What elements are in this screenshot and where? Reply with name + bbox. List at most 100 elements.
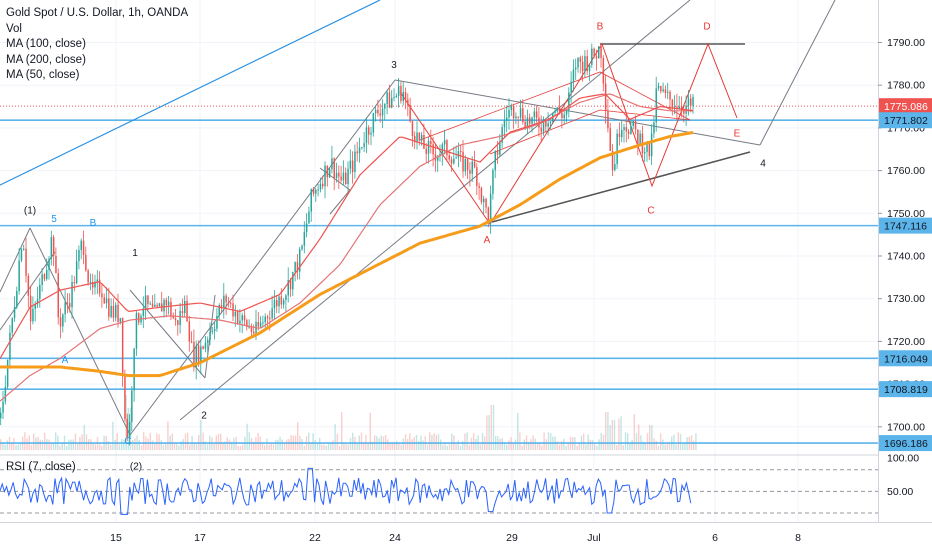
- volume-bar: [616, 445, 618, 450]
- price-label-text: 1771.802: [884, 115, 928, 127]
- candle-body: [282, 300, 285, 305]
- candle-body: [20, 249, 23, 261]
- candle-body: [41, 274, 43, 286]
- price-tick-label: 1740.00: [887, 251, 925, 263]
- wave-zigzag-red: [399, 42, 738, 225]
- wave-label: (1): [24, 205, 36, 216]
- candle-body: [62, 314, 64, 327]
- volume-bar: [646, 433, 649, 450]
- volume-bar: [30, 444, 33, 450]
- candle-body: [174, 318, 177, 321]
- candle-body: [515, 116, 517, 119]
- volume-bar: [233, 438, 235, 450]
- candle-body: [595, 56, 598, 59]
- volume-bar: [165, 442, 167, 450]
- candle-body: [655, 88, 657, 123]
- volume-bar: [618, 418, 620, 450]
- candle-body: [356, 151, 358, 154]
- time-tick-label: 22: [309, 532, 321, 544]
- volume-bar: [151, 440, 154, 450]
- volume-bar: [451, 433, 453, 450]
- rsi-line: [0, 467, 692, 515]
- candle-body: [377, 109, 379, 114]
- candle-body: [338, 172, 340, 177]
- candle-body: [692, 96, 694, 106]
- time-tick-label: 6: [712, 532, 718, 544]
- volume-bar: [11, 442, 13, 450]
- volume-bar: [499, 438, 501, 450]
- volume-bar: [281, 439, 283, 450]
- candle-body: [190, 341, 193, 343]
- trend-line: [0, 227, 31, 293]
- volume-bar: [180, 441, 182, 450]
- volume-bar: [444, 444, 446, 450]
- candle-body: [503, 120, 506, 128]
- volume-bar: [50, 442, 52, 450]
- volume-bar: [231, 441, 233, 450]
- candle-body: [676, 106, 678, 110]
- volume-bar: [475, 438, 477, 450]
- volume-bar: [308, 432, 310, 450]
- candle-body: [604, 83, 607, 111]
- volume-bar: [547, 432, 550, 450]
- candle-body: [632, 120, 634, 126]
- volume-bar: [129, 408, 132, 450]
- volume-bar: [4, 444, 6, 450]
- candle-body: [584, 56, 586, 72]
- candle-body: [471, 161, 473, 174]
- candle-body: [167, 301, 170, 306]
- volume-bar: [33, 433, 35, 450]
- volume-bar: [303, 445, 305, 450]
- candle-body: [660, 85, 662, 92]
- candle-body: [82, 240, 85, 255]
- volume-bars: [0, 395, 697, 450]
- ma50-line: [0, 93, 694, 359]
- volume-bar: [466, 432, 468, 450]
- blue-trend-line: [0, 0, 381, 186]
- candle-body: [92, 281, 94, 288]
- candle-body: [319, 183, 322, 190]
- wave-triangle-red: [419, 71, 691, 155]
- candle-body: [460, 151, 462, 153]
- candle-body: [565, 110, 568, 115]
- volume-bar: [44, 432, 46, 450]
- candle-body: [223, 295, 225, 309]
- candle-body: [96, 279, 99, 282]
- candle-body: [257, 321, 260, 327]
- volume-bar: [239, 445, 242, 450]
- candle-body: [667, 91, 669, 93]
- volume-bar: [222, 442, 224, 450]
- candle-body: [526, 117, 529, 129]
- volume-bar: [270, 443, 272, 450]
- candle-body: [273, 300, 276, 309]
- candle-body: [163, 299, 165, 312]
- volume-bar: [83, 424, 85, 450]
- time-tick-label: Jul: [587, 532, 600, 544]
- volume-bar: [266, 438, 268, 450]
- candle-body: [351, 160, 354, 172]
- candle-body: [110, 305, 112, 317]
- volume-bar: [629, 442, 631, 450]
- volume-bar: [242, 444, 244, 450]
- volume-bar: [17, 444, 19, 450]
- candle-body: [542, 119, 545, 132]
- volume-bar: [398, 443, 400, 450]
- volume-bar: [638, 424, 640, 450]
- wave-label: C: [647, 205, 654, 216]
- candle-body: [89, 281, 92, 283]
- volume-bar: [178, 445, 180, 450]
- candle-body: [499, 142, 501, 155]
- candle-body: [522, 108, 524, 122]
- volume-bar: [391, 442, 393, 450]
- volume-bar: [171, 433, 173, 450]
- candle-body: [478, 185, 480, 188]
- candle-body: [204, 342, 207, 349]
- volume-bar: [206, 444, 209, 450]
- candle-body: [657, 85, 660, 89]
- candle-body: [213, 328, 216, 332]
- volume-bar: [534, 438, 536, 450]
- volume-bar: [387, 439, 389, 450]
- candle-body: [627, 131, 630, 134]
- volume-bar: [85, 434, 88, 450]
